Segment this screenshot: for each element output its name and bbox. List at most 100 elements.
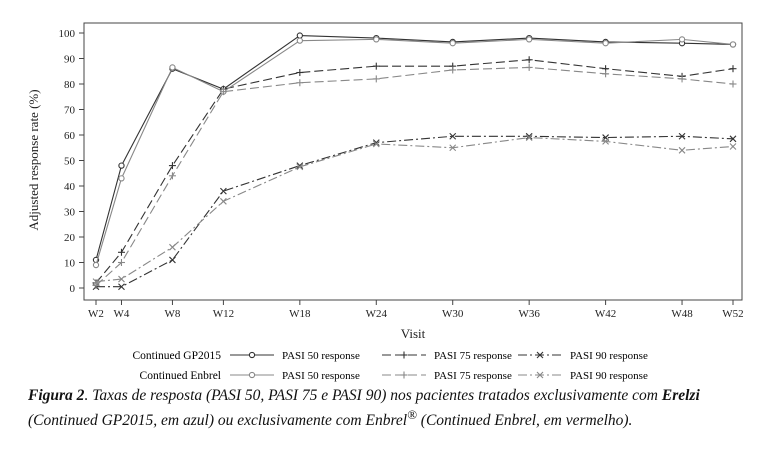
data-point — [526, 36, 533, 43]
data-point — [169, 243, 176, 251]
data-point — [602, 40, 609, 47]
data-point — [678, 132, 686, 140]
data-point — [678, 146, 686, 154]
data-point — [168, 162, 176, 170]
x-tick-label: W42 — [595, 308, 616, 320]
data-point — [118, 175, 125, 182]
legend-label: PASI 75 response — [434, 370, 512, 382]
data-point — [372, 75, 380, 83]
data-point — [678, 75, 686, 83]
data-point — [117, 259, 125, 266]
y-tick-label: 70 — [64, 105, 76, 117]
data-point — [372, 140, 380, 148]
data-point — [729, 41, 737, 48]
series-enbrel-90 — [92, 134, 737, 286]
series-line — [95, 66, 734, 286]
data-point — [449, 132, 457, 140]
x-tick-label: W36 — [518, 308, 540, 320]
y-tick-label: 30 — [64, 207, 76, 219]
caption-text-part1: . Taxas de resposta (PASI 50, PASI 75 e … — [84, 387, 662, 404]
data-point — [296, 69, 304, 77]
x-tick-label: W2 — [88, 308, 104, 320]
series-line — [95, 136, 734, 283]
series-line — [95, 38, 734, 266]
y-tick-label: 40 — [64, 181, 76, 193]
series-enbrel-75 — [92, 63, 737, 289]
legend: Continued GP2015 Continued Enbrel PASI 5… — [133, 350, 648, 382]
data-point — [296, 32, 303, 39]
data-point — [296, 162, 304, 169]
data-point — [117, 248, 125, 256]
data-point — [169, 64, 176, 71]
x-tick-label: W8 — [164, 308, 180, 320]
data-point — [602, 70, 610, 78]
caption-text-part2: (Continued GP2015, em azul) ou exclusiva… — [28, 412, 408, 430]
data-point — [219, 88, 227, 96]
legend-marker — [400, 371, 408, 379]
x-tick-label: W52 — [722, 308, 743, 320]
legend-items: PASI 50 response PASI 75 response PASI 90 … — [230, 350, 648, 382]
data-point — [220, 197, 227, 205]
legend-marker — [536, 351, 544, 359]
x-tick-label: W48 — [671, 308, 693, 320]
y-tick-label: 10 — [64, 258, 76, 270]
y-tick-label: 90 — [64, 54, 76, 66]
legend-label: PASI 75 response — [434, 350, 512, 362]
y-axis-label: Adjusted response rate (%) — [26, 89, 41, 230]
y-tick-label: 0 — [70, 283, 76, 295]
legend-label: PASI 50 response — [282, 370, 360, 382]
data-point — [678, 36, 686, 43]
data-point — [729, 143, 737, 150]
y-tick-label: 60 — [64, 130, 76, 142]
legend-item: PASI 90 response — [518, 350, 648, 362]
legend-marker — [536, 371, 544, 379]
legend-group-label-enbrel: Continued Enbrel — [140, 370, 221, 382]
series-enbrel-50 — [92, 36, 737, 269]
x-tick-label: W18 — [289, 308, 311, 320]
legend-item: PASI 50 response — [230, 370, 360, 382]
x-axis: W2 W4 W8 W12 W18 W24 W30 W36 W42 W48 W52 — [88, 300, 744, 320]
data-point — [118, 275, 125, 283]
data-point — [296, 163, 304, 171]
legend-label: PASI 90 response — [570, 370, 648, 382]
data-point — [372, 139, 380, 147]
plot-area-frame — [83, 22, 743, 301]
legend-marker — [248, 351, 256, 359]
series-line — [95, 59, 734, 284]
caption-figure-label: Figura 2 — [28, 387, 85, 404]
caption-registered-mark: ® — [407, 407, 417, 422]
data-point — [449, 144, 457, 152]
legend-label: PASI 50 response — [282, 350, 360, 362]
data-point — [169, 256, 176, 264]
data-point — [118, 283, 125, 291]
series-line — [96, 135, 734, 288]
series-layer — [92, 32, 737, 291]
legend-label: PASI 90 response — [570, 350, 648, 362]
data-point — [372, 62, 380, 70]
legend-item: PASI 75 response — [382, 370, 512, 382]
legend-group-label-gp2015: Continued GP2015 — [133, 350, 222, 362]
response-rate-chart: 0 10 20 30 40 50 60 70 80 90 100 W2 W4 W8 W12 W18 W24 W3… — [26, 22, 744, 341]
legend-item: PASI 50 response — [230, 350, 360, 362]
data-point — [449, 40, 456, 47]
legend-item: PASI 90 response — [518, 370, 648, 382]
y-tick-label: 50 — [64, 156, 76, 168]
data-point — [729, 80, 737, 88]
x-tick-label: W4 — [114, 308, 130, 320]
data-point — [168, 172, 176, 180]
y-tick-label: 100 — [59, 28, 76, 40]
figure-caption: Figura 2. Taxas de resposta (PASI 50, PA… — [28, 386, 758, 430]
data-point — [525, 56, 533, 64]
data-point — [525, 63, 533, 71]
data-point — [729, 65, 737, 73]
caption-brand-name: Erelzi — [661, 387, 700, 404]
data-point — [220, 187, 227, 195]
data-point — [449, 66, 457, 74]
caption-text-part3: (Continued Enbrel, em vermelho). — [416, 412, 633, 430]
x-tick-label: W24 — [366, 308, 388, 320]
data-point — [296, 37, 303, 44]
series-gp2015-50 — [92, 32, 737, 264]
series-gp2015-75 — [92, 56, 737, 287]
legend-marker — [248, 371, 256, 379]
data-point — [729, 135, 737, 143]
